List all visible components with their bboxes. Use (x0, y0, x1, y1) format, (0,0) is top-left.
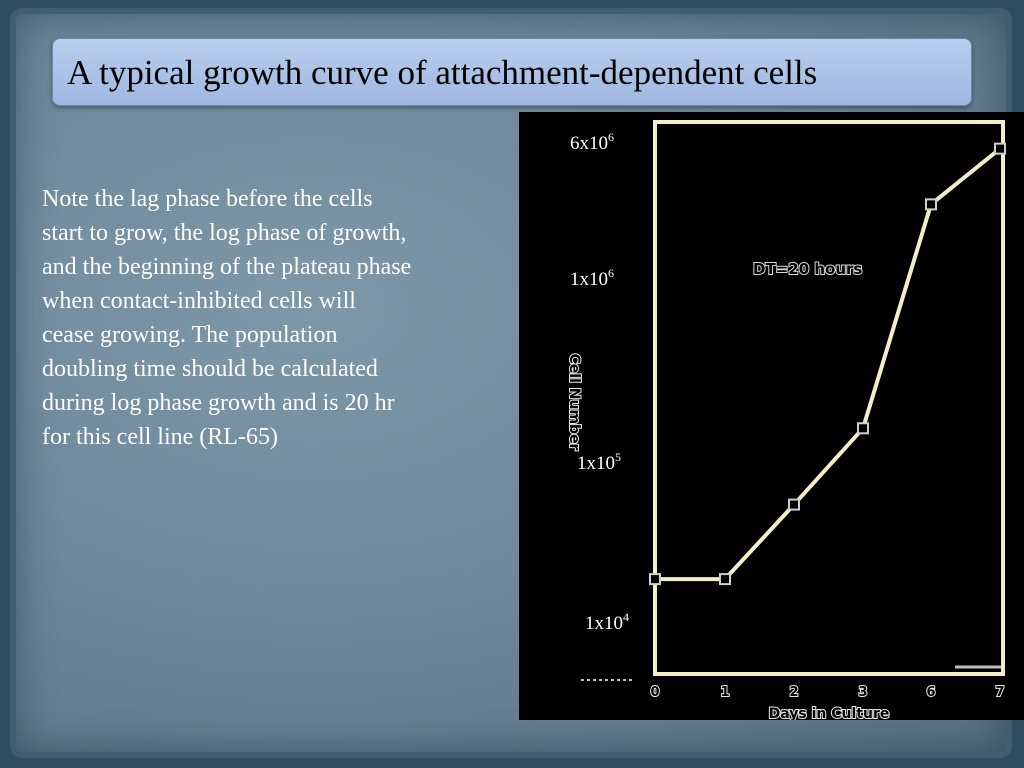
data-point-1 (719, 573, 731, 586)
data-point-2 (788, 498, 800, 511)
chart-svg: 6x106 1x106 1x105 1x104 Cell Number Days… (565, 120, 1006, 720)
y-tick-label-1x10-6: 1x106 (570, 266, 614, 290)
y-tick-1x10-4-mantissa: 1x10 (585, 613, 623, 634)
y-tick-label-6x10-6: 6x106 (570, 130, 614, 154)
slide-title: A typical growth curve of attachment-dep… (67, 53, 818, 92)
title-box: A typical growth curve of attachment-dep… (52, 38, 972, 106)
plot-frame (653, 120, 1005, 676)
y-axis-title: Cell Number (566, 354, 582, 451)
growth-curve-chart: 6x106 1x106 1x105 1x104 Cell Number Days… (519, 112, 1024, 720)
y-tick-6x10-6-exp: 6 (608, 130, 614, 144)
x-tick-label-6: 6 (926, 685, 935, 700)
data-point-0 (649, 573, 661, 586)
data-point-3 (857, 422, 869, 435)
x-axis-title: Days in Culture (769, 706, 890, 720)
series-line (655, 147, 1002, 582)
x-tick-label-3: 3 (858, 685, 867, 700)
x-tick-label-2: 2 (789, 685, 798, 700)
chart-marks: 0 1 2 3 6 7 (649, 142, 1006, 701)
data-point-5 (994, 142, 1006, 155)
data-point-4 (925, 198, 937, 211)
y-tick-1x10-6-exp: 6 (608, 266, 614, 280)
y-tick-1x10-5-mantissa: 1x10 (577, 453, 615, 474)
x-tick-label-7: 7 (995, 685, 1004, 700)
y-tick-label-1x10-4: 1x104 (585, 610, 629, 634)
y-tick-label-1x10-5: 1x105 (577, 450, 621, 474)
x-tick-label-1: 1 (720, 685, 729, 700)
y-tick-1x10-5-exp: 5 (615, 450, 621, 464)
x-tick-label-0: 0 (650, 685, 659, 700)
y-tick-6x10-6-mantissa: 6x10 (570, 133, 608, 154)
slide-body-text: Note the lag phase before the cells star… (42, 186, 412, 450)
y-tick-1x10-4-exp: 4 (623, 610, 629, 624)
y-tick-1x10-6-mantissa: 1x10 (570, 269, 608, 290)
doubling-time-annotation: DT=20 hours (753, 260, 862, 278)
